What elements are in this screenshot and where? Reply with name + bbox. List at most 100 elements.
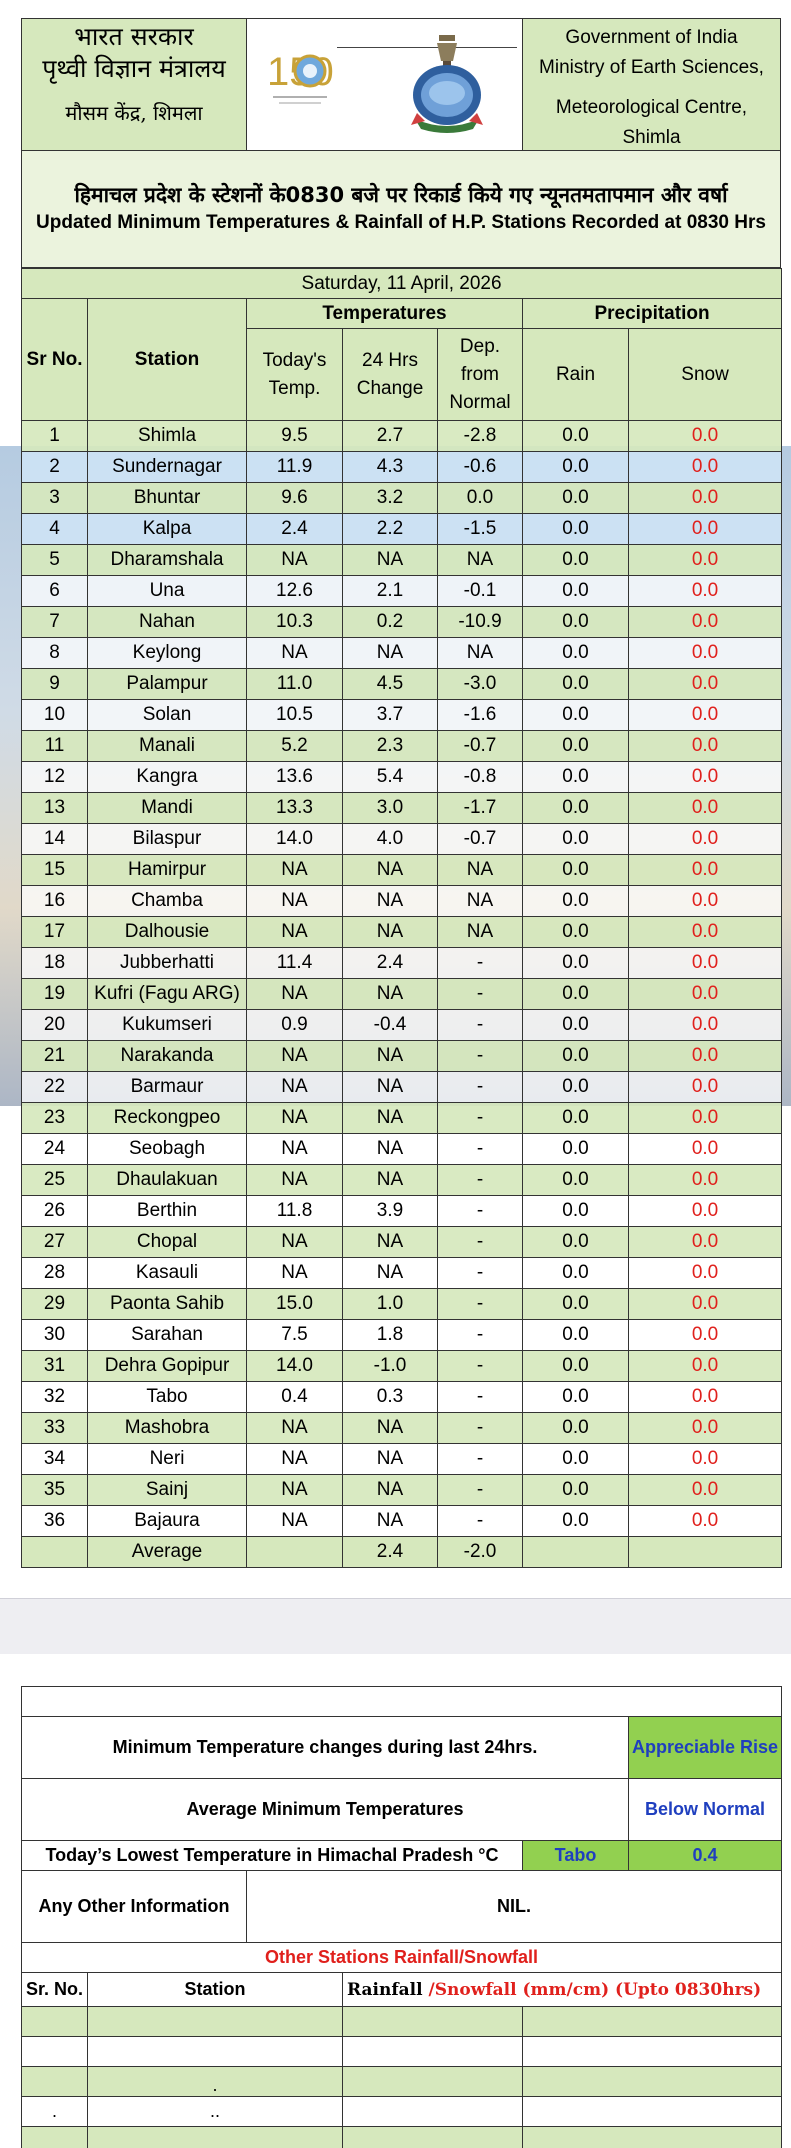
station-name: Shimla	[87, 420, 247, 452]
rain-value: 0.0	[522, 637, 629, 669]
other-cell	[342, 2066, 523, 2097]
station-row: 28 Kasauli NA NA -0.0 0.0	[21, 1257, 783, 1289]
snow-value: 0.0	[627, 1319, 783, 1351]
departure: NA	[437, 885, 523, 917]
rain-value: 0.0	[522, 1195, 629, 1227]
rain-value: 0.0	[522, 544, 629, 576]
station-row: 1 Shimla 9.5 2.7 -2.8 0.0 0.0	[21, 420, 783, 452]
station-row: 30 Sarahan 7.5 1.8-0.0 0.0	[21, 1319, 783, 1351]
rain-value: 0.0	[522, 1071, 629, 1103]
station-name: Sainj	[87, 1474, 247, 1506]
today-temp: 0.9	[246, 1009, 343, 1041]
sr-cell: 35	[21, 1474, 88, 1506]
temperatures-group-header: Temperatures	[246, 298, 523, 329]
departure: -0.7	[437, 730, 523, 762]
rain-value: 0.0	[522, 699, 629, 731]
other-stations-title: Other Stations Rainfall/Snowfall	[20, 1942, 783, 1973]
other-info-label: Any Other Information	[21, 1870, 247, 1943]
departure: -	[437, 1071, 523, 1103]
station-name: Reckongpeo	[87, 1102, 247, 1134]
station-row: 18 Jubberhatti 11.4 2.4-0.0 0.0	[21, 947, 783, 979]
station-row: 8 Keylong NA NA NA 0.0 0.0	[21, 637, 783, 669]
station-name: Kangra	[87, 761, 247, 793]
station-name: Dhaulakuan	[87, 1164, 247, 1196]
header-hindi-line2: पृथ्वी विज्ञान मंत्रालय	[42, 54, 226, 83]
today-temp: 5.2	[246, 730, 343, 762]
dep-line1: Dep.	[459, 335, 501, 357]
departure: -0.7	[437, 823, 523, 855]
snow-value: 0.0	[627, 575, 783, 607]
average-temp-cell	[246, 1536, 343, 1568]
snow-value: 0.0	[627, 978, 783, 1010]
header-english-block: Government of India Ministry of Earth Sc…	[523, 19, 780, 150]
today-temp: 9.5	[246, 420, 343, 452]
today-temp: 11.9	[246, 451, 343, 483]
station-name: Una	[87, 575, 247, 607]
station-name: Dehra Gopipur	[87, 1350, 247, 1382]
sr-cell: 6	[21, 575, 88, 607]
snow-value: 0.0	[627, 1474, 783, 1506]
sr-cell: 5	[21, 544, 88, 576]
station-row: 4 Kalpa 2.4 2.2 -1.5 0.0 0.0	[21, 513, 783, 545]
snow-value: 0.0	[627, 420, 783, 452]
station-row: 21 Narakanda NA NA -0.0 0.0	[21, 1040, 783, 1072]
today-temp: NA	[246, 1102, 343, 1134]
min-change-value: Appreciable Rise	[627, 1716, 783, 1779]
precipitation-group-header: Precipitation	[521, 298, 783, 329]
rain-value: 0.0	[522, 668, 629, 700]
station-name: Dalhousie	[87, 916, 247, 948]
station-name: Solan	[87, 699, 247, 731]
station-row: 17 Dalhousie NA NA NA 0.0 0.0	[21, 916, 783, 948]
other-cell: .	[87, 2066, 343, 2097]
station-rows: 1 Shimla 9.5 2.7 -2.8 0.0 0.0 2 Sundernagar 11.9 4…	[21, 420, 783, 1537]
departure: -	[437, 1133, 523, 1165]
rain-value: 0.0	[522, 482, 629, 514]
col-today-temp-header: Today's Temp.	[246, 328, 343, 421]
sr-cell: 2	[21, 451, 88, 483]
departure: -	[437, 978, 523, 1010]
today-temp: NA	[246, 1257, 343, 1289]
rain-value: 0.0	[522, 823, 629, 855]
other-station-row	[21, 2006, 783, 2037]
temp-change: 2.3	[342, 730, 438, 762]
station-row: 34 Neri NA NA -0.0 0.0	[21, 1443, 783, 1475]
station-row: 24 Seobagh NA NA -0.0 0.0	[21, 1133, 783, 1165]
sr-cell: 23	[21, 1102, 88, 1134]
rain-value: 0.0	[522, 885, 629, 917]
sr-cell: 1	[21, 420, 88, 452]
today-temp: NA	[246, 637, 343, 669]
sub-header-row: Today's Temp. 24 Hrs Change Dep. from Normal…	[22, 328, 783, 421]
temp-change: NA	[342, 637, 438, 669]
sr-cell: 15	[21, 854, 88, 886]
temp-change: NA	[342, 978, 438, 1010]
station-row: 7 Nahan 10.3 0.2 -10.9 0.0 0.0	[21, 606, 783, 638]
sr-cell: 25	[21, 1164, 88, 1196]
temp-change: 3.2	[342, 482, 438, 514]
station-name: Kukumseri	[87, 1009, 247, 1041]
rain-value: 0.0	[522, 1009, 629, 1041]
today-temp: 10.5	[246, 699, 343, 731]
station-name: Bajaura	[87, 1505, 247, 1537]
departure: -	[437, 1350, 523, 1382]
snowfall-label: /Snowfall (mm/cm) (Upto 0830hrs)	[428, 1979, 762, 2000]
avg-min-label: Average Minimum Temperatures	[21, 1778, 629, 1841]
other-station-row: ...	[21, 2096, 783, 2127]
temp-change: NA	[342, 1443, 438, 1475]
sr-cell: 28	[21, 1257, 88, 1289]
temp-change: NA	[342, 1226, 438, 1258]
temp-change: 0.3	[342, 1381, 438, 1413]
sr-cell: 12	[21, 761, 88, 793]
temp-change: 4.3	[342, 451, 438, 483]
station-name: Barmaur	[87, 1071, 247, 1103]
sr-cell: 20	[21, 1009, 88, 1041]
departure: NA	[437, 854, 523, 886]
departure: -1.7	[437, 792, 523, 824]
rain-value: 0.0	[522, 1443, 629, 1475]
today-temp: NA	[246, 1040, 343, 1072]
other-cell	[521, 2126, 783, 2148]
today-temp-line2: Temp.	[268, 377, 321, 399]
today-temp: 14.0	[246, 823, 343, 855]
sr-cell: 29	[21, 1288, 88, 1320]
header-english-line4: Shimla	[622, 127, 681, 148]
snow-value: 0.0	[627, 885, 783, 917]
